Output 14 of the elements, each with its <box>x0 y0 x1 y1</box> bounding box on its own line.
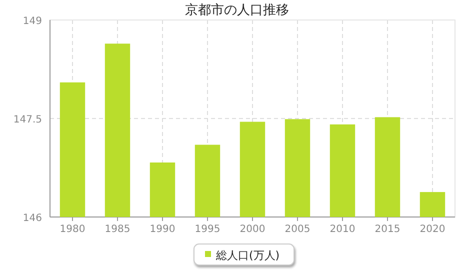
x-tick-label: 1995 <box>194 224 220 235</box>
y-tick-label: 149 <box>22 16 42 27</box>
y-tick-label: 147.5 <box>13 114 42 126</box>
x-tick-label: 2010 <box>330 224 356 235</box>
x-tick-label: 2020 <box>420 224 446 235</box>
x-tick-label: 2000 <box>240 224 266 235</box>
x-tick-label: 2005 <box>284 224 310 235</box>
chart-title: 京都市の人口推移 <box>185 3 289 18</box>
y-tick-label: 146 <box>22 213 42 224</box>
x-tick-label: 1985 <box>104 224 130 235</box>
x-tick-label: 2015 <box>374 224 400 235</box>
x-tick-label: 1980 <box>60 224 86 235</box>
legend-label: 総人口(万人) <box>215 249 280 262</box>
x-tick-label: 1990 <box>150 224 176 235</box>
